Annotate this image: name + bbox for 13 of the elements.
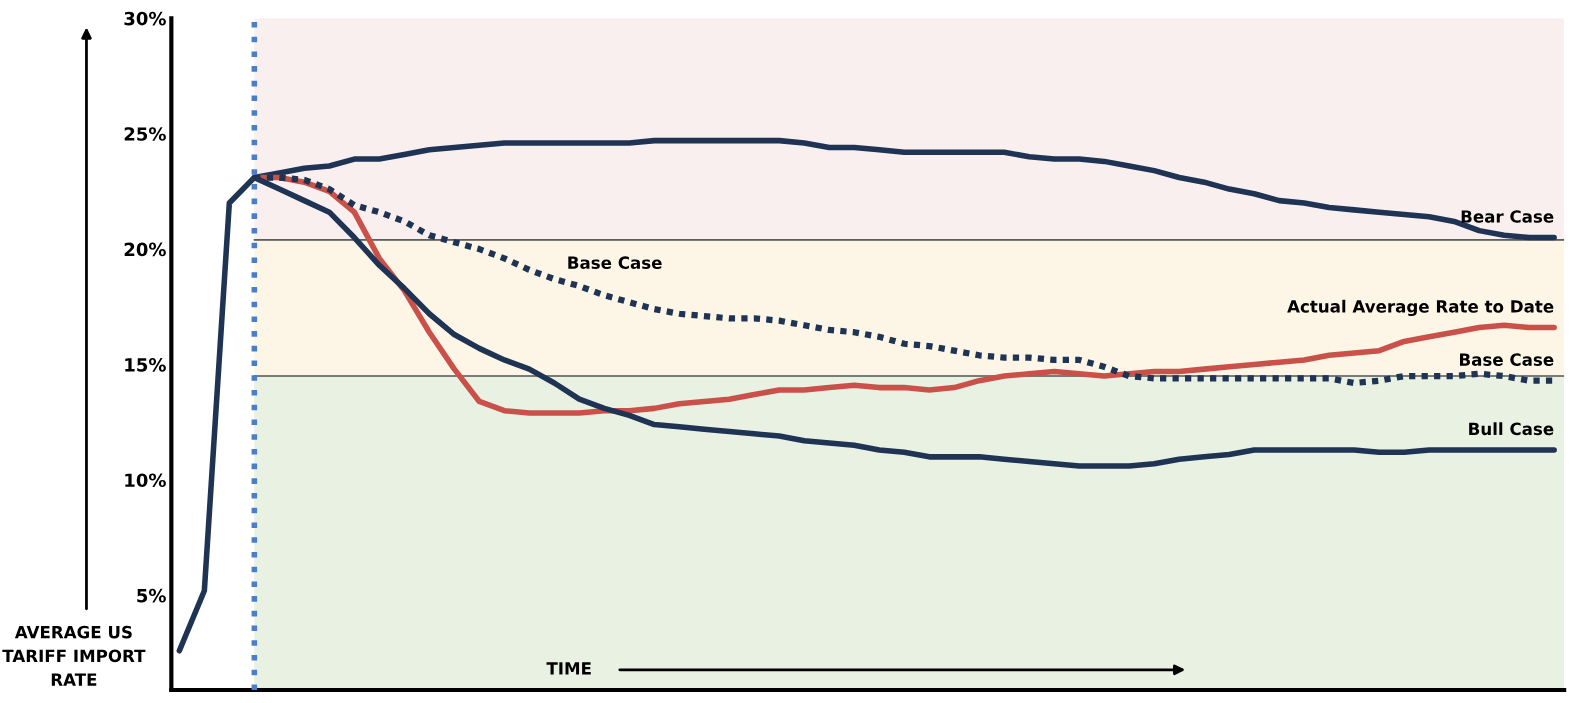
y-tick-label: 30%	[124, 11, 166, 26]
series-label: Bear Case	[1461, 210, 1554, 223]
y-tick-label: 5%	[137, 588, 166, 603]
y-tick-label: 25%	[124, 127, 166, 141]
series-label: Bull Case	[1469, 422, 1554, 436]
series-label: Base Case	[1459, 353, 1554, 366]
series-label: Actual Average Rate to Date	[1287, 299, 1554, 317]
y-axis-title: AVERAGE US TARIFF IMPORT RATE	[2, 625, 146, 686]
y-tick-label: 20%	[124, 242, 166, 257]
y-tick-label: 15%	[125, 357, 166, 372]
annotation: Base Case	[568, 256, 662, 269]
y-tick-label: 10%	[125, 473, 166, 488]
x-axis-title: TIME	[546, 662, 591, 675]
